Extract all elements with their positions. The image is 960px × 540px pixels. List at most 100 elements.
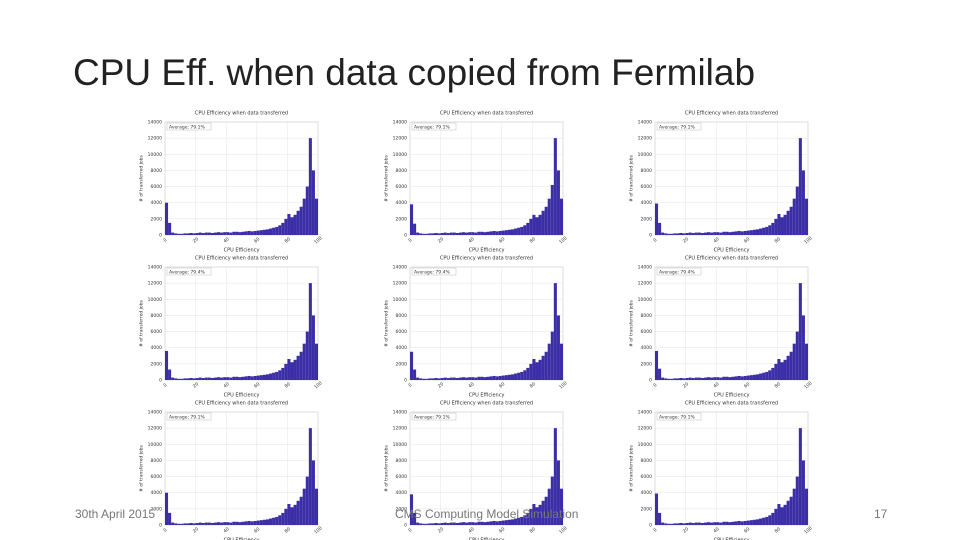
y-tick-label: 4000 (151, 200, 163, 206)
histogram-bar (195, 522, 199, 525)
histogram-bar (452, 522, 456, 525)
histogram-bar (737, 230, 741, 235)
histogram-bar (220, 377, 224, 380)
y-tick-label: 0 (159, 523, 162, 529)
histogram-bar (232, 376, 236, 380)
histogram-bar (553, 428, 557, 525)
histogram-bar (495, 231, 499, 235)
histogram-bar (174, 523, 178, 525)
histogram-bar (186, 378, 190, 380)
histogram-bar (759, 373, 763, 380)
histogram-bar (755, 374, 760, 380)
x-tick-label: 100 (313, 525, 324, 535)
histogram-bar (716, 522, 720, 525)
histogram-bar (440, 377, 444, 380)
histogram-bar (244, 376, 248, 380)
histogram-bar (670, 378, 674, 380)
y-tick-label: 2000 (396, 361, 408, 367)
y-tick-label: 10000 (148, 152, 162, 158)
y-tick-label: 10000 (638, 297, 652, 303)
histogram-bar (455, 377, 459, 380)
y-tick-label: 14000 (638, 410, 652, 416)
histogram-bar (458, 522, 463, 525)
histogram-bar (700, 522, 704, 525)
histogram-bar (413, 512, 417, 525)
y-tick-label: 14000 (393, 265, 407, 271)
x-axis-label: CPU Efficiency (469, 393, 505, 399)
histogram-bar (449, 522, 453, 525)
y-tick-label: 0 (404, 378, 407, 384)
histogram-bar (299, 206, 303, 235)
histogram-bar (422, 378, 426, 380)
histogram-bar (308, 283, 312, 380)
x-axis-label: CPU Efficiency (469, 538, 505, 540)
histogram-bar (250, 521, 254, 525)
histogram-bar (707, 232, 711, 235)
histogram-bar (685, 232, 689, 235)
annotation: Average: 79.1% (659, 124, 695, 130)
histogram-bar (777, 359, 781, 380)
chart: CPU Efficiency when data transferred0200… (629, 256, 814, 399)
histogram-bar (765, 226, 769, 235)
histogram-bar (526, 512, 530, 525)
histogram-bar (789, 496, 793, 525)
histogram-bar (489, 376, 493, 380)
histogram-bar (541, 500, 545, 525)
histogram-bar (700, 377, 704, 380)
histogram-bar (419, 523, 423, 525)
histogram-bar (431, 378, 435, 380)
histogram-bar (174, 378, 178, 380)
legend-box (411, 122, 457, 131)
histogram-bar (272, 227, 276, 235)
histogram-bar (691, 522, 695, 525)
histogram-bar (238, 377, 242, 380)
histogram-bar (278, 225, 282, 235)
y-tick-label: 4000 (396, 490, 408, 496)
chart-title: CPU Efficiency when data transferred (440, 256, 533, 262)
x-tick-label: 80 (529, 236, 537, 244)
histogram-bar (550, 184, 554, 235)
histogram-bar (740, 376, 744, 380)
histogram-bar (186, 233, 190, 235)
histogram-bar (492, 375, 496, 380)
histogram-bar (468, 522, 472, 525)
histogram-bar (498, 520, 502, 525)
histogram-bar (547, 198, 551, 235)
histogram-bar (743, 375, 747, 380)
y-tick-label: 2000 (151, 506, 163, 512)
histogram-bar (308, 428, 312, 525)
histogram-bar (777, 504, 781, 525)
histogram-bar (789, 206, 793, 235)
histogram-bar (752, 519, 756, 525)
histogram-bar (765, 516, 769, 525)
histogram-bar (437, 233, 441, 235)
histogram-bar (559, 343, 563, 380)
y-axis-label: # of transferred jobs (139, 300, 145, 347)
histogram-bar (455, 232, 459, 235)
x-tick-label: 80 (284, 236, 292, 244)
histogram-bar (446, 232, 450, 235)
histogram-bar (722, 376, 726, 380)
histogram-bar (550, 331, 554, 380)
y-tick-label: 8000 (396, 313, 408, 319)
y-axis-label: # of transferred jobs (139, 445, 145, 492)
histogram-bar (762, 517, 766, 525)
histogram-bar (768, 515, 772, 525)
histogram-bar (507, 519, 511, 525)
histogram-bar (480, 521, 484, 525)
histogram-bar (783, 214, 787, 235)
histogram-bar (462, 232, 466, 235)
x-tick-label: 0 (652, 527, 658, 534)
histogram-bar (795, 186, 799, 235)
histogram-bar (275, 371, 279, 380)
histogram-bar (425, 523, 429, 525)
histogram-bar (789, 351, 793, 380)
histogram-bar (804, 488, 808, 525)
histogram-bar (801, 460, 805, 525)
histogram-bar (299, 351, 303, 380)
histogram-bar (410, 351, 414, 380)
histogram-bar (265, 229, 270, 235)
chart: CPU Efficiency when data transferred0200… (629, 401, 814, 540)
histogram-bar (556, 460, 560, 525)
